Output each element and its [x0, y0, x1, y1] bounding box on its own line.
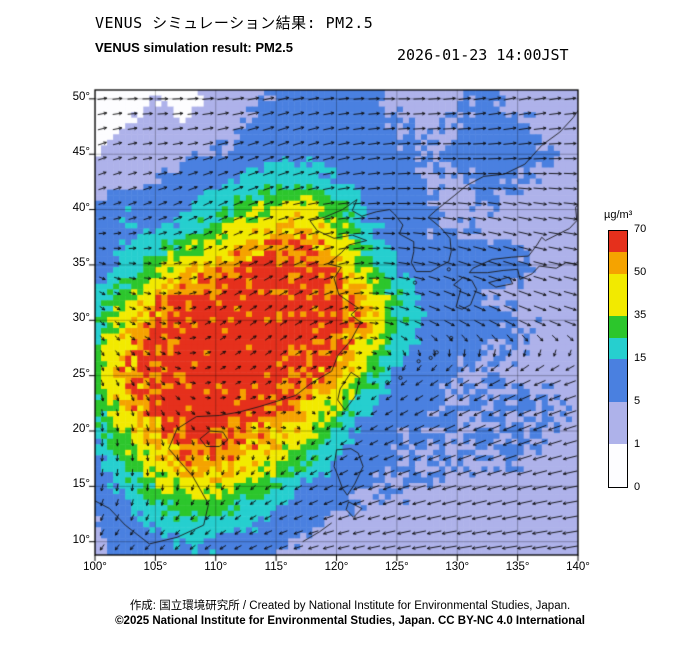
colorbar-tick-label: 70	[634, 223, 647, 235]
colorbar-tick-label: 15	[634, 352, 647, 364]
colorbar	[608, 230, 628, 488]
credit-text: 作成: 国立環境研究所 / Created by National Instit…	[129, 600, 571, 612]
colorbar-tick-labels: 0 1 5 15 35 50 70	[634, 223, 664, 493]
colorbar-band	[609, 252, 627, 274]
colorbar-band	[609, 401, 627, 445]
colorbar-band	[609, 231, 627, 253]
colorbar-tick-label: 35	[634, 309, 647, 321]
colorbar-band	[609, 273, 627, 317]
license-text: ©2025 National Institute for Environment…	[115, 615, 585, 627]
colorbar-band	[609, 337, 627, 359]
colorbar-band	[609, 444, 627, 487]
colorbar-tick-label: 1	[634, 438, 641, 450]
colorbar-tick-label: 5	[634, 395, 641, 407]
colorbar-band	[609, 358, 627, 402]
colorbar-band	[609, 316, 627, 338]
colorbar-unit-label: µg/m³	[604, 209, 633, 221]
colorbar-tick-label: 50	[634, 266, 647, 278]
colorbar-tick-label: 0	[634, 481, 641, 493]
